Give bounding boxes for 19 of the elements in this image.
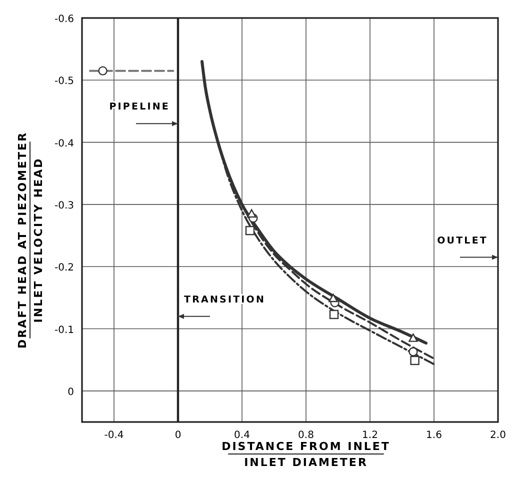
x-tick-label: -0.4: [104, 430, 124, 441]
y-tick-label: -0.4: [54, 138, 74, 150]
x-tick-label: 2.0: [490, 430, 506, 441]
y-tick-label: -0.6: [54, 14, 74, 25]
y-axis-title: DRAFT HEAD AT PIEZOMETER INLET VELOCITY HEAD: [16, 131, 45, 349]
y-tick-label: -0.5: [54, 76, 74, 88]
x-tick-label: 0: [174, 430, 182, 441]
annotation: TRANSITION: [184, 294, 266, 306]
y-tick-label: 0: [68, 386, 74, 398]
y-tick-label: -0.3: [54, 200, 74, 212]
x-tick-label: 0.8: [298, 430, 314, 441]
x-tick-label: 0.4: [234, 430, 250, 441]
y-tick-label: -0.2: [54, 262, 74, 274]
x-axis-title: DISTANCE FROM INLET INLET DIAMETER: [222, 440, 390, 469]
x-tick-label: 1.2: [362, 430, 378, 441]
annotation: OUTLET: [437, 235, 488, 246]
y-tick-label: -0.1: [54, 324, 74, 336]
annotation: PIPELINE: [109, 102, 170, 113]
x-tick-label: 1.6: [426, 430, 442, 441]
